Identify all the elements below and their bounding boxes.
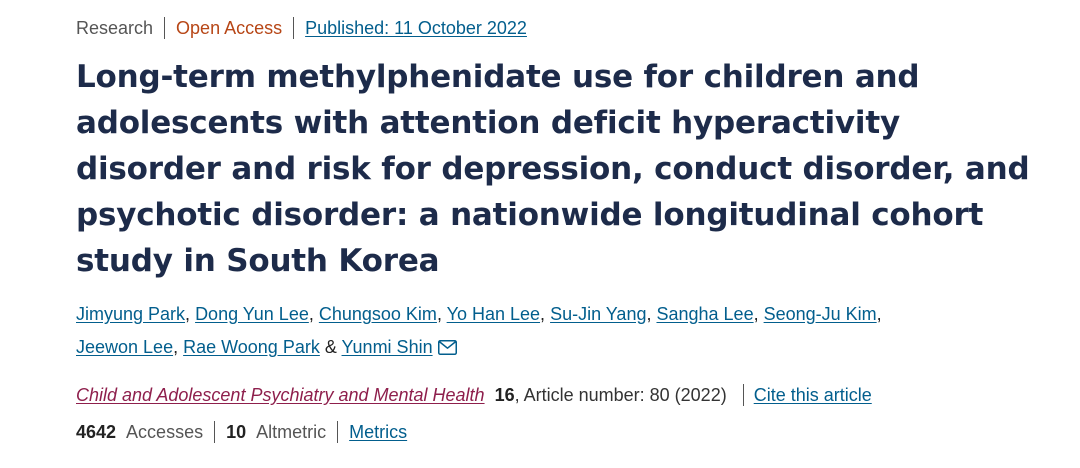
author-separator: , [876, 304, 882, 324]
author-link[interactable]: Seong-Ju Kim [763, 304, 877, 324]
author-link[interactable]: Yo Han Lee [446, 304, 541, 324]
meta-divider [164, 17, 166, 39]
author-link[interactable]: Yunmi Shin [341, 337, 433, 357]
author-separator: , [540, 304, 551, 324]
author-link[interactable]: Jeewon Lee [76, 337, 174, 357]
author-separator: , [308, 304, 319, 324]
accesses-label: Accesses [126, 421, 204, 442]
metrics-link[interactable]: Metrics [349, 421, 408, 442]
author-separator: & [319, 337, 342, 357]
altmetric-count: 10 [226, 421, 247, 442]
meta-divider [293, 17, 295, 39]
journal-link[interactable]: Child and Adolescent Psychiatry and Ment… [76, 384, 485, 405]
open-access-label: Open Access [176, 17, 283, 38]
journal-volume: 16 [494, 384, 515, 405]
article-metrics: 4642 Accesses 10 Altmetric Metrics [76, 421, 407, 443]
author-separator: , [646, 304, 657, 324]
author-link[interactable]: Dong Yun Lee [195, 304, 309, 324]
envelope-icon[interactable] [437, 333, 457, 366]
author-separator: , [185, 304, 196, 324]
metrics-divider [337, 421, 339, 443]
altmetric-label: Altmetric [256, 421, 327, 442]
article-number: , Article number: 80 (2022) [514, 384, 727, 405]
author-link[interactable]: Sangha Lee [656, 304, 754, 324]
author-separator: , [436, 304, 447, 324]
journal-divider [742, 384, 744, 406]
accesses-count: 4642 [76, 421, 117, 442]
author-link[interactable]: Rae Woong Park [183, 337, 320, 357]
article-title: Long-term methylphenidate use for childr… [76, 59, 1030, 279]
article-type: Research [76, 17, 154, 38]
article-meta: Research Open Access Published: 11 Octob… [76, 17, 527, 39]
journal-info: Child and Adolescent Psychiatry and Ment… [76, 384, 872, 406]
cite-article-link[interactable]: Cite this article [753, 384, 872, 405]
author-link[interactable]: Jimyung Park [76, 304, 186, 324]
author-separator: , [173, 337, 184, 357]
author-link[interactable]: Chungsoo Kim [318, 304, 437, 324]
author-list: Jimyung Park, Dong Yun Lee, Chungsoo Kim… [76, 298, 1036, 366]
metrics-divider [214, 421, 216, 443]
published-date-link[interactable]: Published: 11 October 2022 [305, 17, 527, 38]
author-separator: , [753, 304, 764, 324]
author-link[interactable]: Su-Jin Yang [550, 304, 647, 324]
